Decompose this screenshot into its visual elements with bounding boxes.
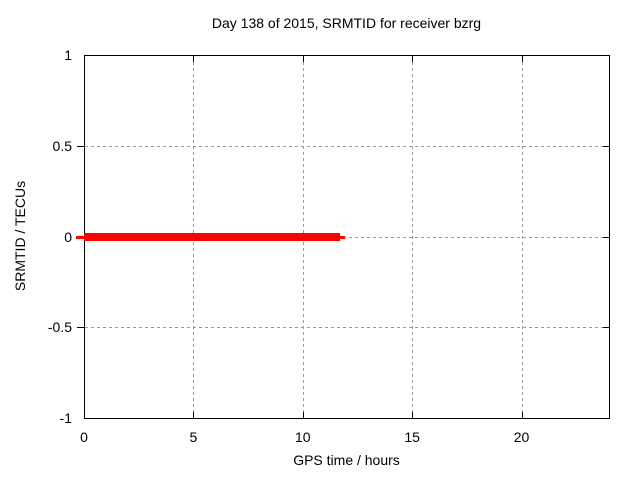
gridline-horizontal	[85, 236, 608, 238]
y-tick-right	[603, 327, 609, 329]
x-tick-label: 10	[294, 429, 311, 445]
y-tick-label: 0	[64, 228, 72, 245]
x-tick-top	[412, 56, 414, 62]
y-tick-left	[77, 145, 84, 147]
x-tick-top	[302, 56, 304, 62]
x-tick-bottom	[412, 412, 414, 418]
y-tick-label: -1	[59, 410, 72, 426]
y-tick-right	[603, 236, 609, 238]
y-tick-label: -0.5	[47, 319, 72, 336]
x-tick-bottom	[193, 412, 195, 418]
x-tick-top	[193, 56, 195, 62]
x-tick-label: 0	[80, 429, 88, 445]
x-tick-bottom	[302, 412, 304, 418]
data-series-line-end-cap	[339, 235, 345, 239]
gridline-horizontal	[85, 145, 608, 147]
y-tick-right	[603, 145, 609, 147]
y-tick-left	[77, 327, 84, 329]
x-axis-label: GPS time / hours	[293, 452, 400, 468]
x-tick-bottom	[521, 412, 523, 418]
chart-title: Day 138 of 2015, SRMTID for receiver bzr…	[211, 15, 482, 31]
y-tick-label: 0.5	[52, 137, 72, 154]
x-tick-label: 20	[513, 429, 530, 445]
x-tick-top	[521, 56, 523, 62]
y-tick-label: 1	[64, 47, 72, 63]
data-series-line	[84, 232, 340, 241]
gridline-horizontal	[85, 327, 608, 329]
y-tick-left-zero	[76, 235, 84, 239]
x-tick-label: 5	[189, 429, 198, 445]
x-tick-label: 15	[404, 429, 420, 445]
